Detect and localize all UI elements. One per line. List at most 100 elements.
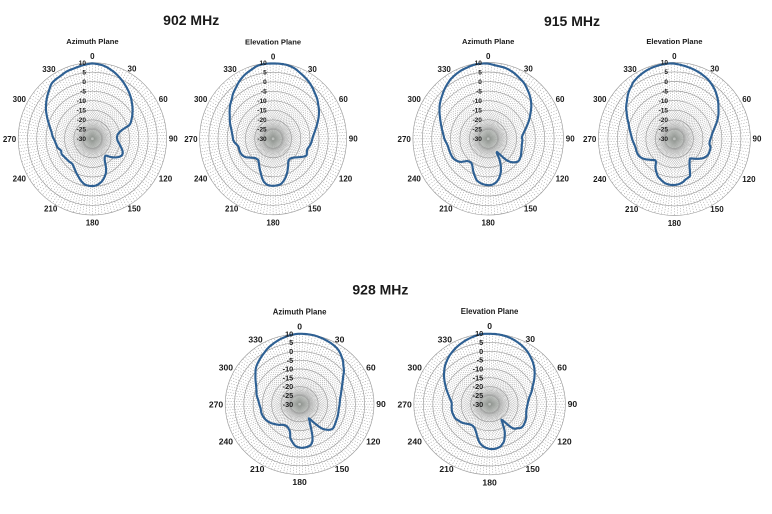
svg-text:210: 210 [250, 464, 265, 474]
svg-text:-25: -25 [473, 391, 484, 400]
svg-text:-20: -20 [77, 117, 87, 124]
svg-text:300: 300 [408, 95, 422, 104]
svg-text:Elevation Plane: Elevation Plane [245, 37, 301, 46]
svg-text:30: 30 [524, 65, 533, 74]
svg-text:-25: -25 [472, 127, 482, 134]
svg-text:240: 240 [408, 175, 422, 184]
svg-text:330: 330 [438, 335, 453, 345]
svg-text:150: 150 [524, 205, 538, 214]
svg-text:210: 210 [439, 205, 453, 214]
svg-text:240: 240 [194, 175, 208, 184]
svg-text:0: 0 [672, 52, 677, 61]
svg-text:60: 60 [556, 95, 565, 104]
svg-text:120: 120 [742, 175, 756, 184]
svg-text:270: 270 [209, 400, 224, 410]
svg-text:5: 5 [479, 338, 483, 347]
svg-text:-30: -30 [659, 136, 669, 143]
svg-text:-10: -10 [473, 364, 484, 373]
svg-text:10: 10 [285, 329, 293, 338]
svg-text:10: 10 [475, 329, 483, 338]
svg-text:-25: -25 [659, 127, 669, 134]
svg-text:210: 210 [625, 205, 639, 214]
svg-text:270: 270 [184, 135, 198, 144]
svg-text:0: 0 [478, 79, 482, 86]
svg-text:0: 0 [271, 52, 276, 61]
svg-text:-5: -5 [662, 88, 668, 95]
svg-text:0: 0 [90, 52, 95, 61]
svg-text:300: 300 [194, 95, 208, 104]
svg-text:180: 180 [86, 218, 100, 227]
svg-text:-10: -10 [659, 98, 669, 105]
svg-text:-5: -5 [287, 356, 294, 365]
svg-text:-5: -5 [80, 88, 86, 95]
svg-text:60: 60 [742, 95, 751, 104]
svg-text:0: 0 [82, 79, 86, 86]
svg-text:30: 30 [526, 334, 536, 344]
svg-text:270: 270 [397, 400, 412, 410]
svg-text:10: 10 [79, 60, 87, 67]
svg-text:-5: -5 [477, 356, 484, 365]
svg-text:0: 0 [487, 321, 492, 331]
svg-text:180: 180 [482, 219, 496, 228]
svg-text:90: 90 [349, 135, 358, 144]
svg-text:-5: -5 [476, 88, 482, 95]
svg-text:-15: -15 [257, 108, 267, 115]
svg-text:Elevation Plane: Elevation Plane [461, 307, 519, 316]
svg-text:-10: -10 [472, 98, 482, 105]
svg-text:-20: -20 [283, 382, 294, 391]
svg-text:210: 210 [439, 464, 454, 474]
svg-text:-20: -20 [659, 117, 669, 124]
svg-text:5: 5 [263, 70, 267, 77]
svg-text:240: 240 [593, 175, 607, 184]
svg-text:-25: -25 [77, 126, 87, 133]
svg-text:5: 5 [289, 338, 293, 347]
svg-text:-25: -25 [283, 391, 294, 400]
svg-text:-30: -30 [473, 400, 484, 409]
svg-text:300: 300 [593, 95, 607, 104]
svg-text:Azimuth Plane: Azimuth Plane [462, 37, 514, 46]
svg-text:-30: -30 [77, 136, 87, 143]
svg-text:240: 240 [408, 436, 423, 446]
svg-text:10: 10 [661, 60, 669, 67]
svg-text:-20: -20 [257, 117, 267, 124]
svg-text:30: 30 [308, 65, 317, 74]
svg-text:240: 240 [13, 175, 27, 184]
svg-text:60: 60 [366, 363, 376, 373]
svg-text:-15: -15 [77, 107, 87, 114]
svg-text:60: 60 [557, 363, 567, 373]
svg-text:915 MHz: 915 MHz [544, 13, 600, 29]
svg-text:5: 5 [82, 69, 86, 76]
svg-text:0: 0 [289, 347, 293, 356]
svg-text:120: 120 [556, 175, 570, 184]
svg-text:330: 330 [42, 65, 56, 74]
svg-text:-25: -25 [257, 127, 267, 134]
svg-text:Azimuth Plane: Azimuth Plane [66, 37, 118, 46]
svg-text:300: 300 [219, 363, 234, 373]
svg-text:902 MHz: 902 MHz [163, 12, 219, 28]
svg-text:90: 90 [568, 399, 578, 409]
svg-text:180: 180 [266, 218, 280, 227]
svg-text:10: 10 [475, 60, 483, 67]
svg-text:120: 120 [557, 436, 572, 446]
svg-text:120: 120 [339, 175, 353, 184]
svg-text:-30: -30 [257, 136, 267, 143]
svg-text:5: 5 [478, 69, 482, 76]
svg-text:0: 0 [297, 322, 302, 332]
svg-text:Azimuth Plane: Azimuth Plane [273, 307, 327, 316]
svg-text:210: 210 [44, 204, 58, 213]
svg-text:270: 270 [3, 135, 17, 144]
svg-text:270: 270 [398, 135, 412, 144]
svg-text:90: 90 [566, 135, 575, 144]
svg-text:270: 270 [583, 135, 597, 144]
svg-text:-10: -10 [257, 98, 267, 105]
svg-text:330: 330 [248, 335, 263, 345]
svg-text:30: 30 [128, 65, 137, 74]
svg-text:240: 240 [219, 436, 234, 446]
svg-text:30: 30 [710, 65, 719, 74]
svg-text:-10: -10 [283, 365, 294, 374]
svg-text:0: 0 [263, 79, 267, 86]
svg-text:150: 150 [710, 205, 724, 214]
svg-text:150: 150 [335, 464, 350, 474]
svg-text:150: 150 [128, 204, 142, 213]
svg-text:-30: -30 [472, 136, 482, 143]
